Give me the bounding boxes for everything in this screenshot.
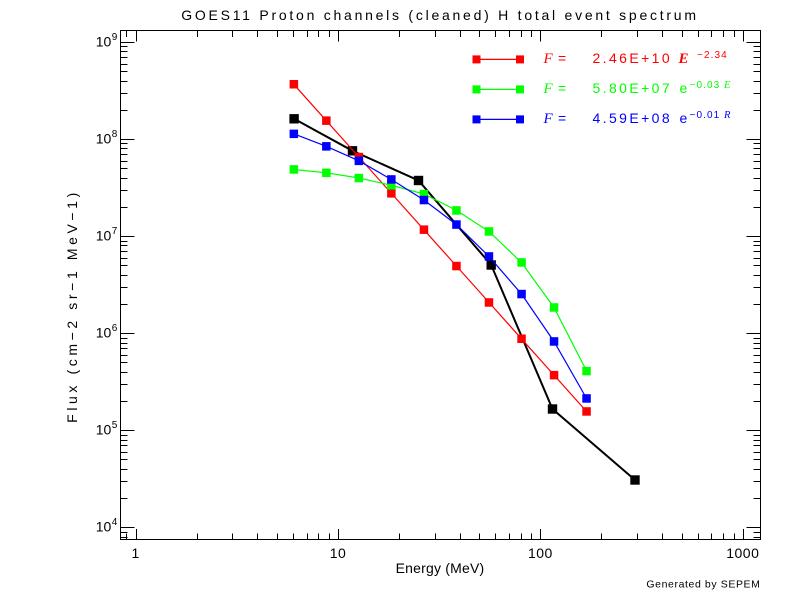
svg-text:10: 10 — [330, 545, 347, 561]
svg-text:GOES11 Proton channels (cleane: GOES11 Proton channels (cleaned) H total… — [181, 7, 699, 23]
svg-text:1000: 1000 — [726, 545, 759, 561]
svg-text:−2.34: −2.34 — [697, 50, 728, 61]
svg-text:1: 1 — [131, 545, 139, 561]
svg-text:R: R — [723, 110, 731, 121]
svg-text:F: F — [543, 51, 554, 67]
svg-text:10: 10 — [96, 131, 112, 147]
svg-text:Flux (cm−2 sr−1 MeV−1): Flux (cm−2 sr−1 MeV−1) — [64, 189, 80, 423]
svg-text:e: e — [680, 110, 688, 126]
svg-text:Generated by SEPEM: Generated by SEPEM — [646, 579, 760, 591]
svg-text:=: = — [558, 50, 566, 66]
svg-text:6: 6 — [112, 323, 118, 334]
svg-text:4: 4 — [112, 517, 118, 528]
svg-text:Energy (MeV): Energy (MeV) — [396, 560, 485, 576]
svg-text:100: 100 — [528, 545, 553, 561]
svg-text:=: = — [558, 110, 566, 126]
svg-text:10: 10 — [96, 325, 112, 341]
svg-text:E: E — [723, 80, 731, 91]
svg-text:10: 10 — [96, 422, 112, 438]
svg-text:10: 10 — [96, 228, 112, 244]
svg-text:5: 5 — [112, 420, 118, 431]
svg-text:7: 7 — [112, 226, 118, 237]
svg-text:5.80E+07: 5.80E+07 — [593, 80, 673, 96]
svg-text:e: e — [680, 80, 688, 96]
svg-text:E: E — [678, 51, 689, 67]
svg-text:F: F — [543, 111, 554, 127]
svg-text:10: 10 — [96, 34, 112, 50]
svg-text:F: F — [543, 81, 554, 97]
svg-text:−0.01: −0.01 — [690, 110, 721, 121]
svg-text:8: 8 — [112, 129, 118, 140]
svg-text:2.46E+10: 2.46E+10 — [593, 50, 673, 66]
svg-text:4.59E+08: 4.59E+08 — [593, 110, 673, 126]
svg-text:9: 9 — [112, 32, 118, 43]
svg-text:−0.03: −0.03 — [690, 80, 721, 91]
svg-text:=: = — [558, 80, 566, 96]
svg-text:10: 10 — [96, 519, 112, 535]
